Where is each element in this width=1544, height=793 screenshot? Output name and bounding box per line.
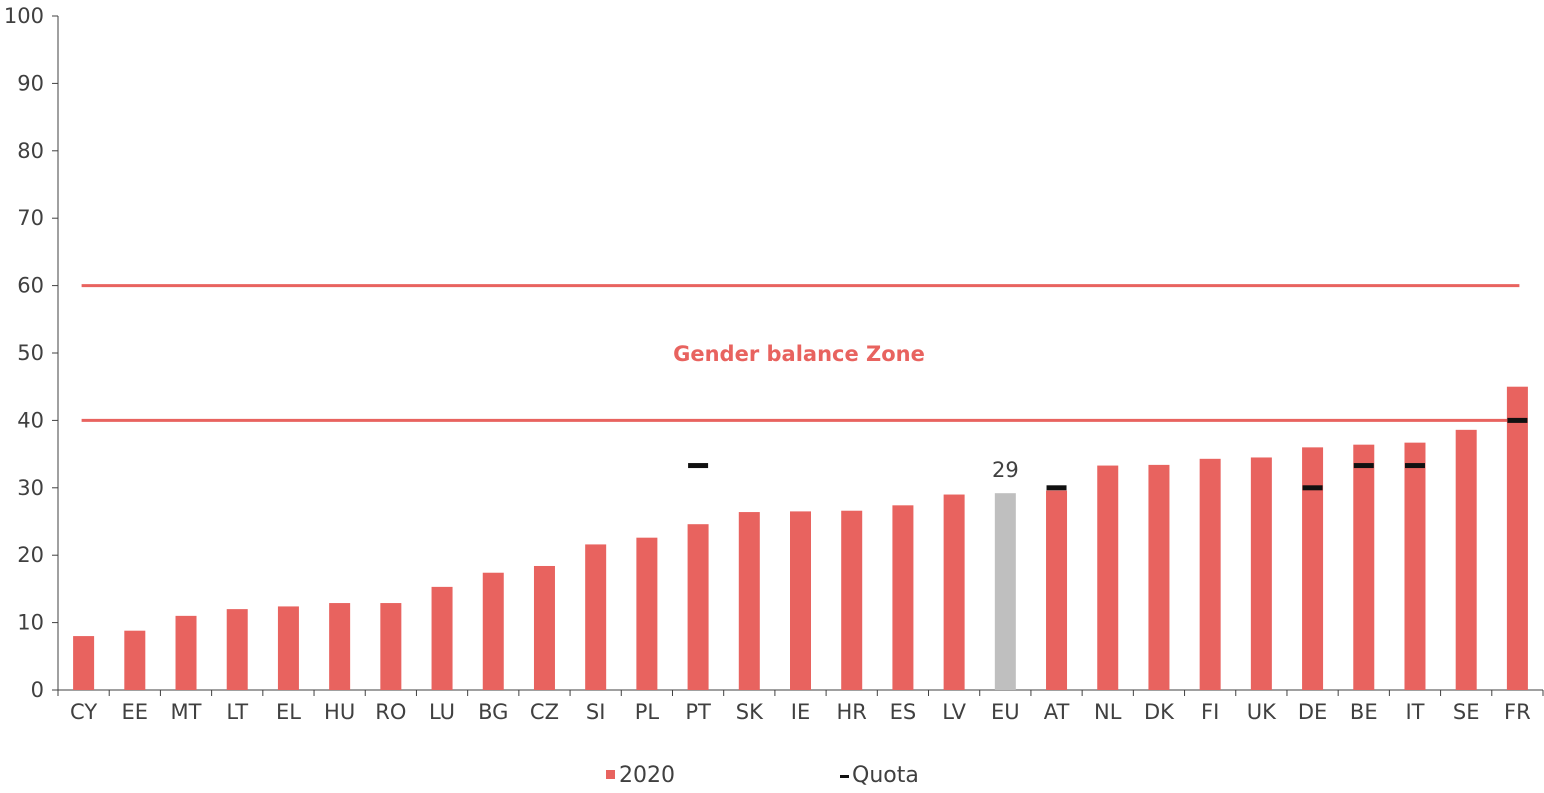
x-tick-label: LV — [942, 700, 966, 724]
bar-fr — [1506, 386, 1528, 690]
x-tick-label: BE — [1350, 700, 1378, 724]
x-tick-label: MT — [171, 700, 202, 724]
y-tick-label: 90 — [17, 71, 44, 95]
x-tick-label: IE — [791, 700, 810, 724]
x-tick-label: FR — [1504, 700, 1531, 724]
quota-marker-de — [1302, 485, 1323, 491]
bar-es — [892, 505, 914, 690]
x-tick-label: PL — [635, 700, 660, 724]
bar-dk — [1148, 464, 1170, 690]
x-tick-label: AT — [1044, 700, 1070, 724]
y-tick-label: 50 — [17, 341, 44, 365]
bar-be — [1353, 444, 1375, 690]
x-tick-label: HR — [837, 700, 867, 724]
legend-label-quota: Quota — [852, 763, 919, 788]
x-tick-label: DK — [1144, 700, 1175, 724]
bar-el — [277, 606, 299, 690]
bar-sk — [738, 512, 760, 690]
bar-si — [585, 544, 607, 690]
y-tick-label: 60 — [17, 274, 44, 298]
y-tick-label: 0 — [31, 678, 44, 702]
bar-pt — [687, 524, 709, 690]
legend-swatch-quota — [840, 775, 849, 778]
bar-cz — [533, 565, 555, 690]
y-tick-label: 70 — [17, 206, 44, 230]
bar-ro — [380, 603, 402, 690]
bar-mt — [175, 615, 197, 690]
x-tick-label: SK — [736, 700, 764, 724]
bar-se — [1455, 429, 1477, 690]
y-tick-label: 10 — [17, 611, 44, 635]
zone-label: Gender balance Zone — [673, 342, 925, 366]
bar-cy — [73, 636, 95, 690]
x-tick-label: SE — [1453, 700, 1480, 724]
bar-ie — [790, 511, 811, 690]
x-tick-label: UK — [1247, 700, 1277, 724]
x-tick-label: PT — [685, 700, 711, 724]
bar-bg — [482, 572, 504, 690]
quota-marker-at — [1046, 485, 1067, 491]
bar-hu — [329, 603, 351, 690]
bar-lv — [943, 494, 965, 690]
x-tick-label: SI — [586, 700, 606, 724]
bar-hr — [841, 510, 863, 690]
x-tick-label: RO — [375, 700, 406, 724]
quota-marker-fr — [1507, 417, 1528, 423]
x-tick-label: DE — [1298, 700, 1327, 724]
quota-marker-be — [1353, 463, 1374, 469]
bar-nl — [1097, 465, 1119, 690]
x-tick-label: EL — [276, 700, 301, 724]
bar-pl — [636, 537, 658, 690]
x-tick-label: BG — [478, 700, 508, 724]
x-tick-label: IT — [1405, 700, 1424, 724]
x-tick-label: LT — [226, 700, 248, 724]
data-label: 29 — [992, 458, 1019, 482]
bar-uk — [1250, 457, 1272, 690]
quota-marker-pt — [688, 463, 709, 469]
x-tick-label: CY — [70, 700, 97, 724]
bar-eu — [994, 493, 1016, 690]
bar-at — [1046, 490, 1068, 690]
x-tick-label: LU — [429, 700, 455, 724]
legend-label-2020: 2020 — [619, 763, 675, 788]
x-tick-label: NL — [1094, 700, 1122, 724]
legend-swatch-2020 — [606, 770, 615, 779]
y-tick-label: 20 — [17, 543, 44, 567]
x-tick-label: EE — [122, 700, 149, 724]
bar-de — [1302, 447, 1324, 690]
bar-ee — [124, 630, 146, 690]
bar-it — [1404, 442, 1426, 690]
y-tick-label: 100 — [4, 4, 44, 28]
bar-lt — [226, 609, 248, 690]
y-tick-label: 80 — [17, 139, 44, 163]
x-tick-label: EU — [991, 700, 1020, 724]
y-tick-label: 30 — [17, 476, 44, 500]
quota-marker-it — [1404, 463, 1425, 469]
bar-fi — [1199, 458, 1221, 690]
x-tick-label: CZ — [530, 700, 559, 724]
x-tick-label: FI — [1201, 700, 1219, 724]
x-tick-label: ES — [890, 700, 917, 724]
x-tick-label: HU — [324, 700, 355, 724]
y-tick-label: 40 — [17, 408, 44, 432]
bar-lu — [431, 586, 453, 690]
